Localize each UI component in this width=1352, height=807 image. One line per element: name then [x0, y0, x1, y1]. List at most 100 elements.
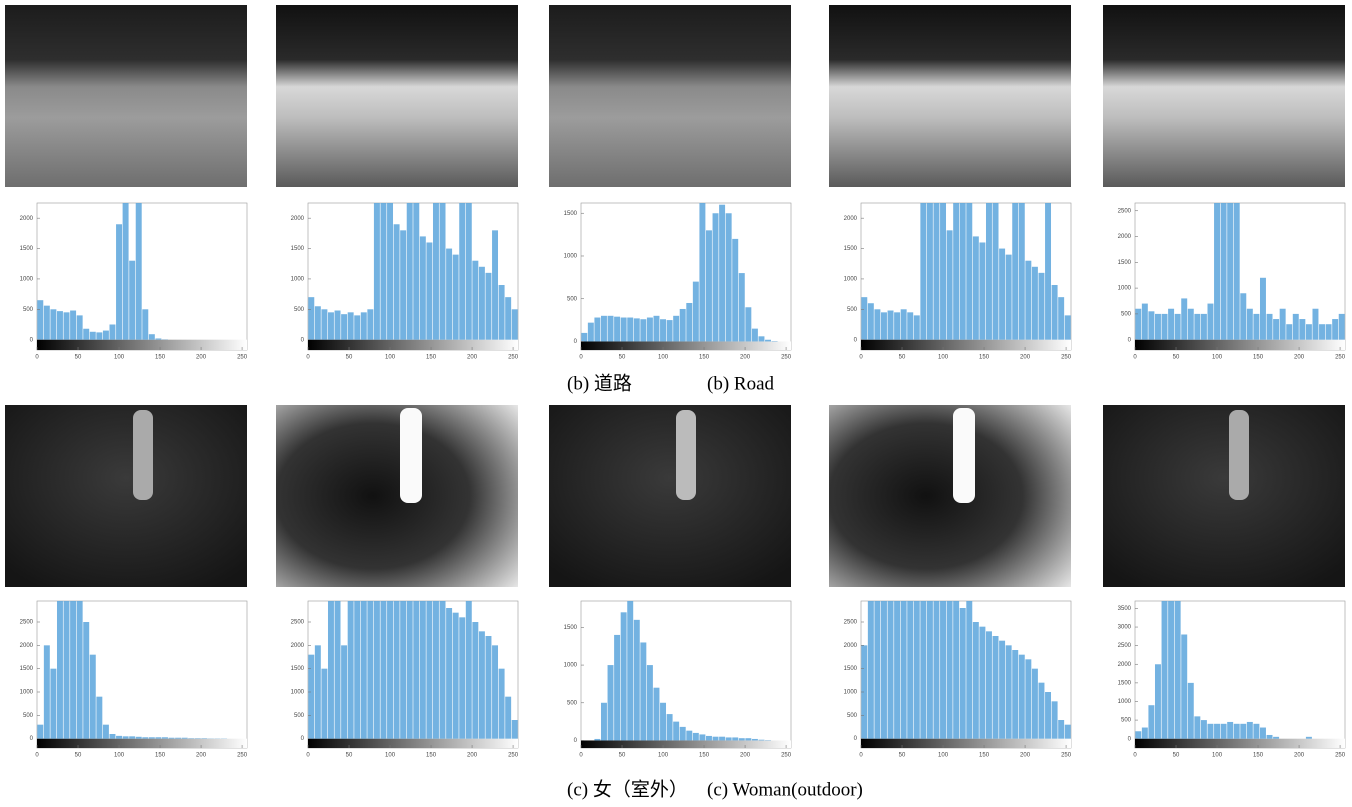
x-tick-label: 200 [196, 753, 207, 759]
bar [400, 601, 407, 739]
bar [387, 601, 394, 739]
bar [933, 601, 940, 739]
bar [1227, 721, 1234, 739]
bar [498, 285, 505, 340]
bar [633, 619, 640, 741]
x-tick-label: 100 [1212, 753, 1223, 759]
bar [985, 203, 992, 340]
bar [1246, 721, 1253, 739]
bar [314, 645, 321, 739]
y-tick-label: 500 [23, 307, 34, 313]
bar [1279, 308, 1286, 340]
bar [874, 601, 881, 739]
bar [1253, 723, 1260, 739]
x-tick-label: 0 [35, 355, 39, 361]
bar [1168, 308, 1175, 340]
colorbar [581, 740, 791, 748]
bar [627, 317, 634, 342]
bar [393, 601, 400, 739]
bar [122, 736, 129, 739]
bar [732, 238, 739, 342]
bar [946, 230, 953, 340]
y-tick-label: 3000 [1118, 625, 1132, 631]
bar [614, 634, 621, 741]
x-tick-label: 150 [155, 753, 166, 759]
x-tick-label: 250 [508, 355, 519, 361]
bar [135, 736, 142, 739]
y-tick-label: 1000 [291, 277, 305, 283]
x-tick-label: 100 [938, 355, 949, 361]
bar [1012, 650, 1019, 739]
y-tick-label: 3500 [1118, 606, 1132, 612]
bar [1031, 266, 1038, 340]
colorbar [37, 738, 247, 748]
bar [419, 236, 426, 340]
y-tick-label: 2500 [1118, 208, 1132, 214]
caption-en: (c) Woman(outdoor) [707, 779, 863, 800]
bar [1187, 308, 1194, 340]
x-tick-label: 150 [1253, 355, 1264, 361]
bar [50, 309, 57, 340]
bar [1325, 324, 1332, 340]
bar [640, 319, 647, 342]
caption-en: (b) Road [707, 373, 775, 394]
bar [620, 612, 627, 741]
y-tick-label: 1500 [564, 211, 578, 217]
bar [393, 224, 400, 340]
bar [1273, 319, 1280, 340]
bar [478, 631, 485, 739]
person [676, 410, 696, 500]
bar [129, 736, 136, 739]
bar [1174, 313, 1181, 340]
bar [1161, 601, 1168, 739]
bar [1181, 298, 1188, 340]
x-tick-label: 200 [740, 753, 751, 759]
bar [1058, 720, 1065, 739]
bar [972, 236, 979, 340]
y-tick-label: 500 [23, 713, 34, 719]
x-tick-label: 200 [1020, 753, 1031, 759]
bar [308, 654, 315, 739]
bar [492, 645, 499, 739]
bar [155, 338, 162, 340]
bar [1319, 324, 1326, 340]
y-tick-label: 1000 [1118, 286, 1132, 292]
bar [646, 317, 653, 342]
bar [446, 608, 453, 739]
x-tick-label: 250 [237, 355, 248, 361]
bar [1025, 659, 1032, 739]
bar [1227, 203, 1234, 340]
x-tick-label: 50 [899, 753, 906, 759]
y-tick-label: 0 [854, 337, 858, 343]
x-tick-label: 150 [155, 355, 166, 361]
y-tick-label: 1500 [844, 246, 858, 252]
bar [940, 601, 947, 739]
bar [142, 309, 149, 340]
x-tick-label: 50 [619, 753, 626, 759]
bar [426, 601, 433, 739]
bar [367, 601, 374, 739]
bar [959, 203, 966, 340]
bar [56, 311, 63, 340]
bar [1338, 313, 1345, 340]
bar [666, 320, 673, 342]
bar [373, 601, 380, 739]
bar [142, 737, 149, 739]
bar [738, 738, 745, 741]
y-tick-label: 1000 [564, 254, 578, 260]
bar [972, 622, 979, 739]
bar [880, 312, 887, 340]
bar [161, 737, 168, 739]
y-tick-label: 2500 [1118, 643, 1132, 649]
x-tick-label: 0 [859, 753, 863, 759]
colorbar [581, 341, 791, 350]
y-tick-label: 1000 [20, 690, 34, 696]
bar [1200, 720, 1207, 739]
bar [341, 314, 348, 340]
y-tick-label: 1500 [291, 246, 305, 252]
bar [999, 640, 1006, 739]
bar [439, 203, 446, 340]
bar [1200, 313, 1207, 340]
bar [966, 203, 973, 340]
bar [692, 281, 699, 342]
